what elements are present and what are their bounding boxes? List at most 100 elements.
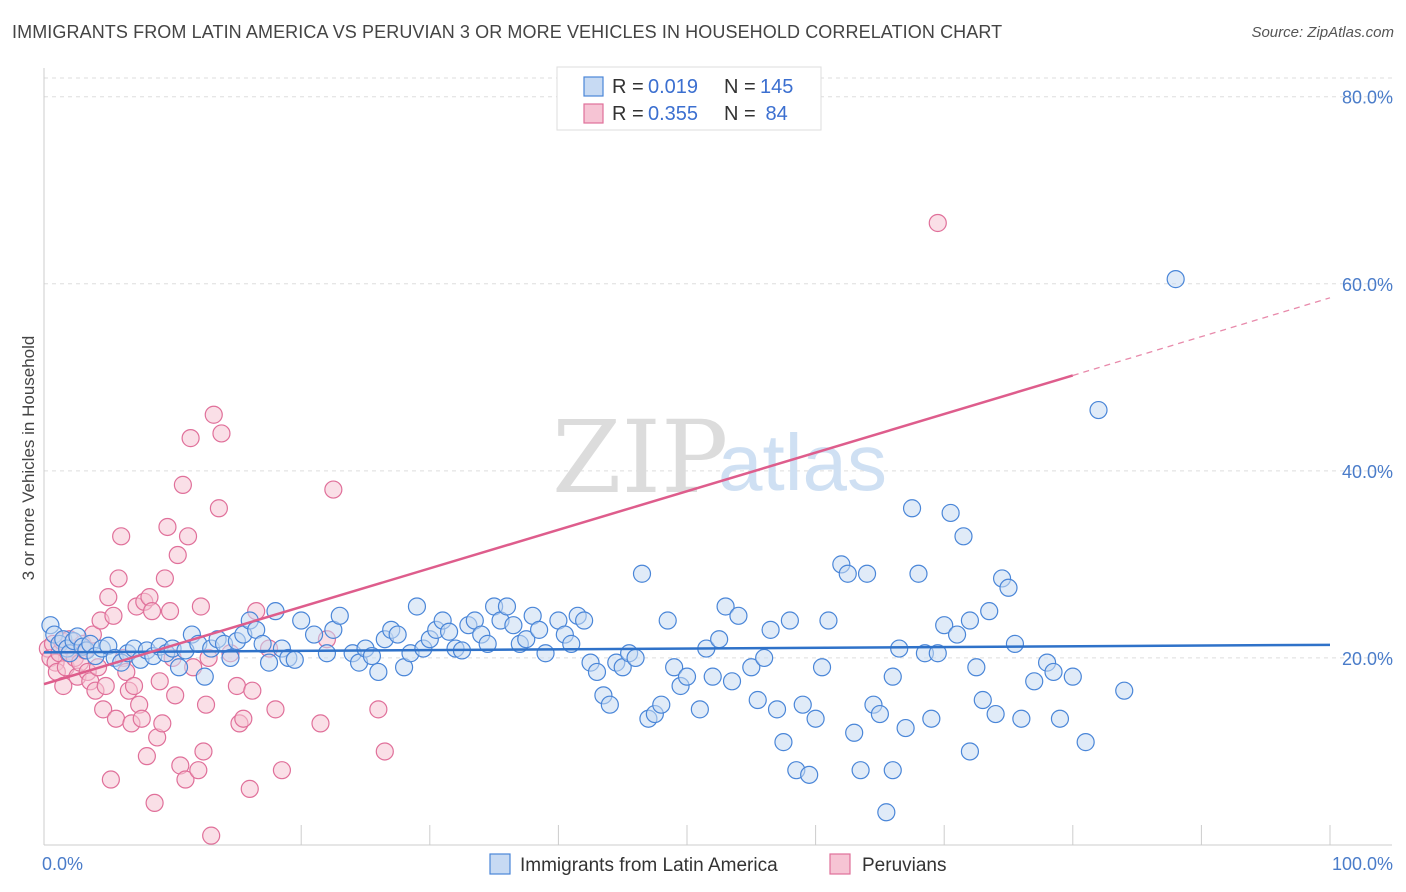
peruvians-point-52 bbox=[168, 545, 187, 565]
peruvians-point-46 bbox=[153, 714, 172, 733]
bottom-legend-pink-swatch bbox=[829, 853, 851, 875]
legend-blue-n-value: 145 bbox=[760, 76, 793, 98]
chart-title: IMMIGRANTS FROM LATIN AMERICA VS PERUVIA… bbox=[12, 22, 1003, 42]
legend-pink-r-label: R = bbox=[612, 103, 644, 125]
latin-america-point-99 bbox=[677, 667, 697, 686]
latin-america-point-69 bbox=[478, 634, 497, 653]
source-credit: Source: ZipAtlas.com bbox=[1251, 24, 1394, 41]
latin-america-point-108 bbox=[748, 690, 767, 710]
peruvians-point-45 bbox=[150, 672, 169, 691]
latin-america-point-100 bbox=[690, 700, 709, 719]
latin-america-trend-line bbox=[43, 643, 1331, 654]
latin-america-point-106 bbox=[729, 606, 748, 625]
peruvians-point-49 bbox=[160, 602, 180, 621]
latin-america-point-117 bbox=[806, 709, 825, 728]
peruvians-point-65 bbox=[204, 405, 223, 424]
latin-america-point-92 bbox=[632, 564, 652, 583]
peruvians-point-57 bbox=[181, 429, 200, 448]
y-tick-label-40: 40.0% bbox=[1342, 462, 1393, 482]
peruvians-point-27 bbox=[104, 606, 123, 625]
latin-america-point-124 bbox=[857, 564, 877, 583]
latin-america-point-146 bbox=[999, 578, 1018, 597]
latin-america-point-138 bbox=[947, 625, 967, 644]
latin-america-point-43 bbox=[292, 611, 311, 630]
peruvians-point-30 bbox=[112, 527, 131, 546]
latin-america-point-52 bbox=[369, 662, 388, 682]
latin-america-point-78 bbox=[536, 644, 555, 663]
peruvians-point-62 bbox=[196, 695, 216, 714]
y-tick-label-80: 80.0% bbox=[1342, 88, 1393, 108]
latin-america-point-130 bbox=[896, 718, 915, 738]
latin-america-point-151 bbox=[1044, 662, 1063, 682]
latin-america-point-144 bbox=[986, 704, 1005, 724]
latin-america-points bbox=[41, 270, 1185, 822]
latin-america-point-132 bbox=[909, 564, 928, 583]
peruvians-point-60 bbox=[191, 597, 210, 616]
peruvians-point-23 bbox=[94, 700, 113, 719]
gridlines bbox=[44, 77, 1392, 659]
y-tick-label-60: 60.0% bbox=[1342, 275, 1393, 295]
latin-america-point-159 bbox=[883, 761, 902, 780]
latin-america-point-140 bbox=[960, 611, 980, 630]
peruvians-point-40 bbox=[137, 747, 156, 766]
peruvians-trend-line bbox=[43, 374, 1074, 686]
latin-america-point-73 bbox=[504, 616, 523, 635]
peruvians-point-69 bbox=[227, 676, 246, 696]
latin-america-point-118 bbox=[812, 658, 832, 677]
legend-pink-swatch bbox=[583, 103, 604, 124]
axes bbox=[43, 68, 1392, 846]
peruvians-point-78 bbox=[311, 714, 330, 733]
latin-america-point-155 bbox=[1089, 400, 1108, 420]
latin-america-point-122 bbox=[845, 723, 864, 742]
latin-america-point-128 bbox=[883, 667, 902, 686]
latin-america-point-105 bbox=[722, 672, 742, 691]
peruvians-point-80 bbox=[324, 480, 343, 499]
bottom-legend-pink-label: Peruvians bbox=[862, 855, 947, 876]
peruvians-point-83 bbox=[928, 213, 947, 233]
legend-blue-swatch bbox=[583, 76, 604, 97]
peruvians-point-28 bbox=[106, 709, 126, 728]
latin-america-point-63 bbox=[439, 622, 459, 641]
latin-america-point-115 bbox=[793, 695, 812, 714]
latin-america-point-37 bbox=[253, 634, 272, 653]
latin-america-point-143 bbox=[980, 602, 999, 621]
latin-america-point-24 bbox=[169, 658, 189, 677]
latin-america-point-157 bbox=[1166, 270, 1185, 289]
latin-america-point-44 bbox=[304, 625, 324, 644]
peruvians-points bbox=[38, 213, 947, 845]
latin-america-point-47 bbox=[330, 606, 349, 625]
latin-america-point-77 bbox=[530, 620, 549, 639]
bottom-legend-blue-label: Immigrants from Latin America bbox=[520, 855, 778, 876]
peruvians-point-25 bbox=[99, 588, 118, 607]
legend-blue-n-label: N = bbox=[724, 76, 756, 98]
peruvians-point-55 bbox=[176, 770, 195, 789]
latin-america-point-135 bbox=[928, 644, 947, 663]
latin-america-point-131 bbox=[902, 499, 922, 518]
peruvians-point-54 bbox=[173, 475, 192, 494]
latin-america-point-147 bbox=[1005, 634, 1025, 653]
legend-blue-r-value: 0.019 bbox=[648, 76, 698, 98]
latin-america-point-85 bbox=[587, 662, 607, 682]
peruvians-point-42 bbox=[142, 602, 162, 621]
y-axis-label: 3 or more Vehicles in Household bbox=[19, 336, 38, 581]
latin-america-point-136 bbox=[935, 616, 954, 635]
latin-america-point-32 bbox=[221, 648, 240, 668]
peruvians-point-72 bbox=[240, 779, 259, 798]
peruvians-trend-extension bbox=[1072, 297, 1331, 377]
x-tick-labels: 0.0% 100.0% bbox=[42, 854, 1393, 874]
peruvians-point-24 bbox=[96, 676, 115, 696]
y-tick-label-20: 20.0% bbox=[1342, 649, 1393, 669]
legend-pink-n-label: N = bbox=[724, 103, 756, 125]
latin-america-point-72 bbox=[497, 597, 517, 616]
latin-america-point-158 bbox=[960, 742, 980, 761]
peruvians-point-77 bbox=[272, 761, 292, 780]
peruvians-point-71 bbox=[234, 709, 253, 728]
latin-america-point-152 bbox=[1050, 709, 1070, 728]
x-tick-label-100: 100.0% bbox=[1332, 854, 1393, 874]
latin-america-point-95 bbox=[652, 695, 671, 714]
peruvians-point-67 bbox=[212, 424, 231, 443]
peruvians-point-48 bbox=[158, 517, 177, 537]
watermark-zip: ZIP bbox=[552, 399, 728, 516]
latin-america-point-28 bbox=[195, 667, 214, 686]
